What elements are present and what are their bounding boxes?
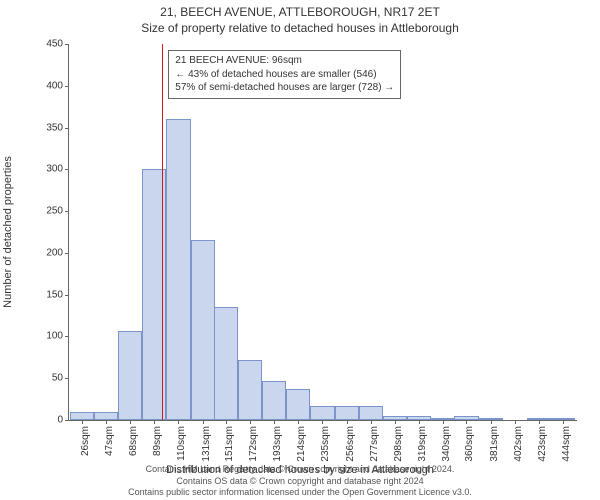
annotation-line-1: 21 BEECH AVENUE: 96sqm — [175, 54, 394, 68]
x-tick-label: 26sqm — [80, 426, 91, 456]
x-tick-mark — [539, 420, 540, 424]
x-tick-label: 68sqm — [128, 426, 139, 456]
x-tick-label: 214sqm — [296, 426, 307, 462]
x-tick-label: 47sqm — [104, 426, 115, 456]
x-tick-mark — [419, 420, 420, 424]
x-tick-mark — [106, 420, 107, 424]
x-tick-label: 423sqm — [537, 426, 548, 462]
annotation-box: 21 BEECH AVENUE: 96sqm ← 43% of detached… — [168, 50, 401, 99]
y-tick-mark — [65, 420, 69, 421]
y-axis-label-wrap: Number of detached properties — [2, 80, 14, 232]
x-tick-mark — [443, 420, 444, 424]
histogram-bar — [359, 406, 383, 420]
x-tick-mark — [371, 420, 372, 424]
x-tick-label: 298sqm — [393, 426, 404, 462]
histogram-bar — [191, 240, 215, 420]
x-tick-label: 235sqm — [320, 426, 331, 462]
chart-title: 21, BEECH AVENUE, ATTLEBOROUGH, NR17 2ET… — [0, 0, 600, 36]
x-tick-mark — [130, 420, 131, 424]
histogram-bar — [310, 406, 334, 420]
x-tick-label: 360sqm — [464, 426, 475, 462]
footer-line-1: Contains HM Land Registry data © Crown c… — [0, 464, 600, 475]
x-tick-mark — [274, 420, 275, 424]
y-tick-mark — [65, 44, 69, 45]
y-tick-mark — [65, 86, 69, 87]
x-tick-label: 256sqm — [345, 426, 356, 462]
y-tick-mark — [65, 336, 69, 337]
x-tick-mark — [395, 420, 396, 424]
chart-container: 21, BEECH AVENUE, ATTLEBOROUGH, NR17 2ET… — [0, 0, 600, 500]
reference-line — [162, 44, 163, 420]
x-tick-label: 277sqm — [369, 426, 380, 462]
x-tick-mark — [466, 420, 467, 424]
x-tick-label: 151sqm — [224, 426, 235, 462]
x-tick-mark — [322, 420, 323, 424]
x-tick-mark — [491, 420, 492, 424]
bars-layer — [69, 44, 577, 420]
y-tick-mark — [65, 295, 69, 296]
plot-area: 21 BEECH AVENUE: 96sqm ← 43% of detached… — [68, 44, 577, 421]
footer-line-3: Contains public sector information licen… — [0, 487, 600, 498]
x-tick-label: 131sqm — [201, 426, 212, 462]
x-tick-mark — [82, 420, 83, 424]
histogram-bar — [214, 307, 238, 420]
y-axis-label: Number of detached properties — [2, 156, 14, 308]
x-tick-mark — [563, 420, 564, 424]
footer: Contains HM Land Registry data © Crown c… — [0, 464, 600, 498]
histogram-bar — [94, 412, 118, 420]
x-tick-label: 89sqm — [152, 426, 163, 456]
x-tick-mark — [298, 420, 299, 424]
x-tick-label: 340sqm — [441, 426, 452, 462]
annotation-line-3: 57% of semi-detached houses are larger (… — [175, 81, 394, 95]
y-tick-mark — [65, 211, 69, 212]
y-tick-mark — [65, 378, 69, 379]
x-tick-mark — [178, 420, 179, 424]
x-tick-mark — [203, 420, 204, 424]
x-tick-label: 193sqm — [272, 426, 283, 462]
x-tick-label: 319sqm — [417, 426, 428, 462]
x-tick-label: 402sqm — [513, 426, 524, 462]
x-tick-label: 444sqm — [561, 426, 572, 462]
x-tick-mark — [347, 420, 348, 424]
histogram-bar — [335, 406, 359, 420]
histogram-bar — [238, 360, 262, 420]
x-tick-label: 381sqm — [489, 426, 500, 462]
title-line-1: 21, BEECH AVENUE, ATTLEBOROUGH, NR17 2ET — [0, 4, 600, 20]
histogram-bar — [118, 331, 142, 420]
x-tick-mark — [154, 420, 155, 424]
histogram-bar — [262, 381, 286, 420]
annotation-line-2: ← 43% of detached houses are smaller (54… — [175, 68, 394, 82]
footer-line-2: Contains OS data © Crown copyright and d… — [0, 476, 600, 487]
title-line-2: Size of property relative to detached ho… — [0, 20, 600, 36]
x-tick-mark — [250, 420, 251, 424]
y-tick-mark — [65, 169, 69, 170]
x-tick-label: 172sqm — [248, 426, 259, 462]
y-tick-mark — [65, 253, 69, 254]
x-tick-label: 110sqm — [176, 426, 187, 461]
histogram-bar — [70, 412, 94, 420]
x-tick-mark — [515, 420, 516, 424]
histogram-bar — [286, 389, 310, 420]
histogram-bar — [166, 119, 190, 420]
x-tick-mark — [226, 420, 227, 424]
y-tick-mark — [65, 128, 69, 129]
